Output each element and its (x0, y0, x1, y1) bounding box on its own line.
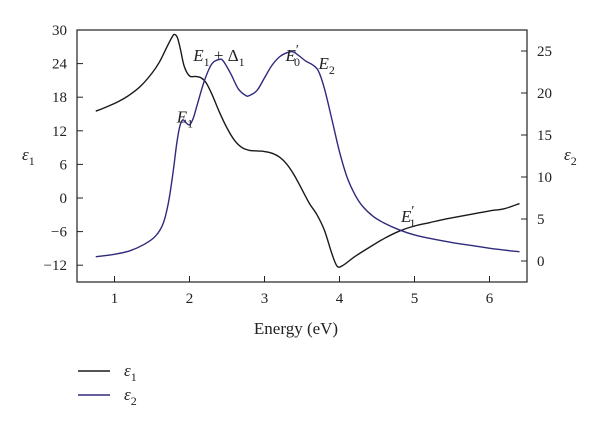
peak-annotation: E1 + Δ1 (192, 46, 244, 69)
y-left-axis-subscript: 1 (29, 154, 35, 168)
y-left-axis-symbol: ε (22, 145, 29, 164)
y-right-axis-title: ε2 (564, 145, 577, 168)
y-left-axis-ticks: −12 −6 0 6 12 18 24 30 (44, 23, 83, 274)
y-right-tick-label: 10 (537, 170, 552, 186)
legend-label-eps2: ε2 (124, 385, 137, 408)
x-tick-label: 2 (186, 291, 194, 307)
y-left-tick-label: 6 (60, 157, 68, 173)
y-right-tick-label: 15 (537, 128, 552, 144)
peak-annotation: E′ 0 (285, 43, 300, 69)
annotation-layer: E1 E1 + Δ1 E′ 0 E2 E′ 1 (176, 43, 416, 230)
x-axis-title: Energy (eV) (254, 319, 338, 338)
x-tick-label: 1 (111, 291, 119, 307)
y-left-tick-label: −12 (44, 258, 67, 274)
y-right-axis-symbol: ε (564, 145, 571, 164)
y-right-axis-ticks: 0 5 10 15 20 25 (521, 44, 552, 270)
y-right-tick-label: 25 (537, 44, 552, 60)
y-left-tick-label: 0 (60, 191, 68, 207)
y-right-tick-label: 0 (537, 254, 545, 270)
y-left-tick-label: 18 (52, 90, 67, 106)
y-left-tick-label: 30 (52, 23, 67, 39)
y-left-tick-label: −6 (51, 225, 67, 241)
plot-frame (76, 29, 528, 283)
x-tick-label: 4 (336, 291, 344, 307)
legend-label-eps1: ε1 (124, 361, 137, 384)
peak-annotation: E′ 1 (400, 204, 415, 230)
y-left-tick-label: 12 (52, 124, 67, 140)
y-right-tick-label: 5 (537, 212, 545, 228)
x-tick-label: 5 (411, 291, 419, 307)
y-right-axis-subscript: 2 (571, 154, 577, 168)
y-right-tick-label: 20 (537, 86, 552, 102)
peak-annotation: E2 (318, 54, 335, 77)
x-axis-ticks: 1 2 3 4 5 6 (111, 276, 494, 307)
x-tick-label: 3 (261, 291, 269, 307)
y-left-tick-label: 24 (52, 57, 68, 73)
x-tick-label: 6 (486, 291, 494, 307)
y-left-axis-title: ε1 (22, 145, 35, 168)
series-line-eps2 (95, 50, 520, 258)
series-layer (95, 33, 520, 268)
peak-annotation: E1 (176, 107, 193, 130)
